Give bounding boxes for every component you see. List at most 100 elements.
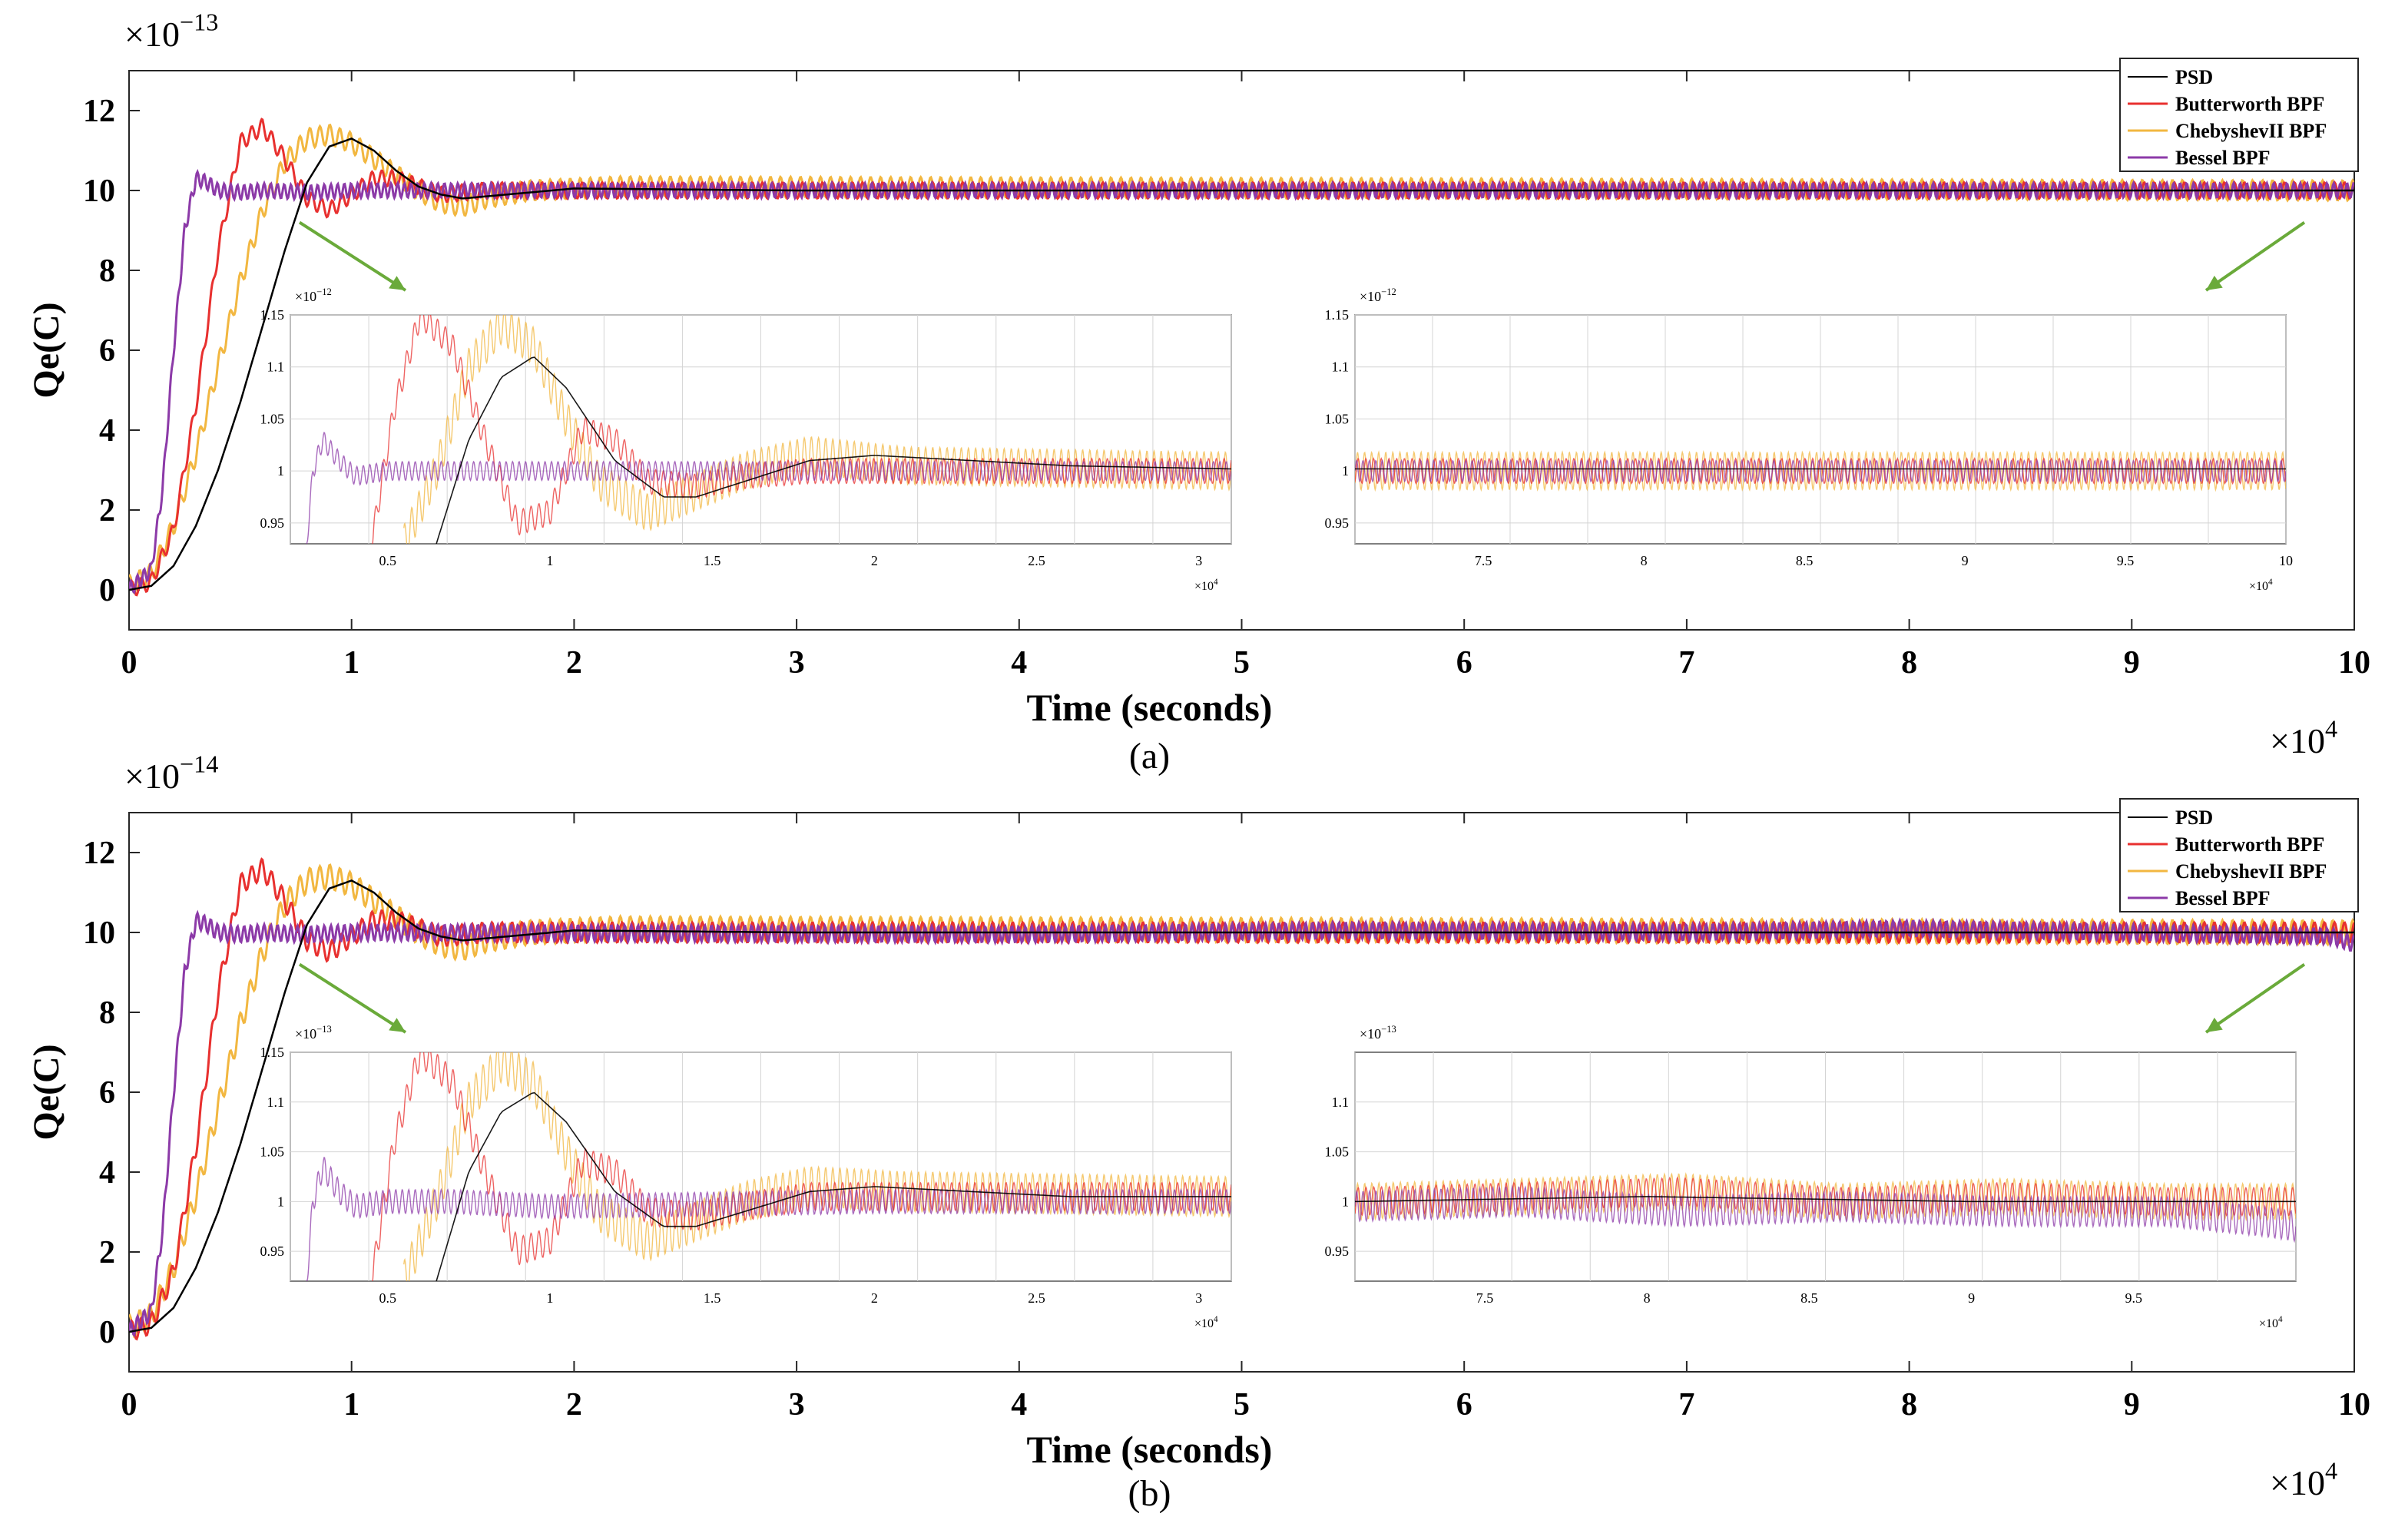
y-tick-label: 12 [83, 836, 115, 871]
y-tick-label: 12 [83, 94, 115, 129]
inset-x-tick-label: 8.5 [1800, 1290, 1818, 1306]
x-tick-label: 10 [2338, 645, 2370, 681]
inset-x-tick-label: 9.5 [2117, 553, 2135, 568]
inset-series-line-chebyshev [1355, 450, 2286, 492]
x-tick-label: 5 [1234, 1387, 1250, 1422]
zoom-arrow-head [2206, 1017, 2223, 1032]
inset-x-tick-label: 1 [546, 553, 553, 568]
inset-x-tick-label: 9 [1968, 1290, 1975, 1306]
inset-y-multiplier: ×10−13 [1360, 1024, 1396, 1042]
x-tick-label: 2 [566, 1387, 582, 1422]
inset-x-tick-label: 0.5 [379, 1290, 396, 1306]
inset-y-tick-label: 1.1 [267, 359, 285, 375]
x-tick-label: 3 [789, 645, 805, 681]
zoom-arrow [298, 220, 407, 292]
inset-x-tick-label: 2.5 [1028, 1290, 1045, 1306]
y-tick-label: 8 [99, 995, 115, 1031]
y-tick-label: 2 [99, 1235, 115, 1270]
inset-x-tick-label: 1 [546, 1290, 553, 1306]
inset-a-2: 7.5 8 8.5 9 9.5 10 0.95 1 1.05 1.1 1.15 ×10−12 ×104 [1325, 286, 2294, 593]
inset-series-line-psd [436, 356, 1231, 544]
legend-label: ChebyshevII BPF [2175, 120, 2327, 142]
inset-series-line-butterworth [372, 315, 1231, 544]
y-tick-label: 10 [83, 174, 115, 209]
x-tick-label: 5 [1234, 645, 1250, 681]
inset-x-multiplier: ×104 [1194, 578, 1218, 593]
inset-x-tick-label: 10 [2279, 553, 2293, 568]
zoom-arrow [2204, 220, 2306, 292]
x-tick-label: 6 [1456, 1387, 1472, 1422]
y-tick-label: 10 [83, 916, 115, 951]
y-axis-label: Qe(C) [26, 1044, 67, 1140]
inset-y-tick-label: 1.05 [1325, 411, 1350, 426]
inset-x-multiplier: ×104 [2249, 578, 2273, 593]
legend-label: Butterworth BPF [2175, 833, 2324, 856]
x-tick-label: 1 [343, 1387, 359, 1422]
x-tick-label: 0 [121, 645, 137, 681]
inset-y-tick-label: 1 [1342, 1194, 1349, 1209]
inset-series-line-psd [436, 1091, 1231, 1281]
inset-x-tick-label: 8 [1641, 553, 1648, 568]
inset-y-tick-label: 1.05 [260, 411, 285, 426]
inset-a-1: 0.5 1 1.5 2 2.5 3 0.95 1 1.05 1.1 1.15 ×10−12 ×104 [260, 286, 1232, 593]
inset-x-multiplier: ×104 [2259, 1315, 2283, 1330]
x-tick-label: 10 [2338, 1387, 2370, 1422]
y-tick-label: 0 [99, 573, 115, 608]
inset-x-tick-label: 3 [1195, 1290, 1202, 1306]
x-tick-label: 6 [1456, 645, 1472, 681]
inset-y-tick-label: 1.05 [1325, 1144, 1350, 1160]
inset-x-tick-label: 8 [1644, 1290, 1651, 1306]
x-axis-label: Time (seconds) [1027, 1428, 1273, 1471]
y-tick-label: 0 [99, 1315, 115, 1350]
x-tick-label: 1 [343, 645, 359, 681]
y-tick-label: 2 [99, 493, 115, 528]
legend-label: Bessel BPF [2175, 147, 2271, 169]
inset-y-tick-label: 1.1 [1332, 359, 1350, 375]
inset-y-tick-label: 1.15 [260, 1045, 285, 1060]
legend: PSD Butterworth BPF ChebyshevII BPF Bessel … [2119, 798, 2359, 912]
inset-x-multiplier: ×104 [1194, 1315, 1218, 1330]
y-tick-label: 4 [99, 1155, 115, 1191]
x-tick-label: 8 [1901, 1387, 1917, 1422]
series-line-bessel [129, 168, 2354, 595]
legend-label: PSD [2175, 66, 2213, 88]
series-line-psd [129, 137, 2354, 591]
x-tick-label: 0 [121, 1387, 137, 1422]
inset-y-multiplier: ×10−12 [1360, 286, 1396, 304]
inset-b-2: 7.5 8 8.5 9 9.5 0.95 1 1.05 1.1 ×10−13 ×104 [1325, 1024, 2297, 1330]
inset-y-multiplier: ×10−12 [295, 286, 332, 304]
inset-series-line-chebyshev [403, 1052, 1231, 1281]
panel-caption: (a) [1129, 736, 1170, 777]
inset-y-tick-label: 1 [277, 463, 284, 479]
inset-y-tick-label: 1.15 [260, 307, 285, 323]
inset-x-tick-label: 0.5 [379, 553, 396, 568]
x-tick-label: 3 [789, 1387, 805, 1422]
inset-y-tick-label: 0.95 [260, 1244, 285, 1259]
y-tick-label: 6 [99, 333, 115, 369]
inset-y-tick-label: 0.95 [1325, 515, 1350, 531]
inset-y-tick-label: 1 [1342, 463, 1349, 479]
panel-caption: (b) [1128, 1473, 1171, 1514]
inset-series-line-bessel [306, 1157, 1231, 1281]
y-axis-label: Qe(C) [26, 302, 67, 398]
inset-x-tick-label: 7.5 [1475, 553, 1492, 568]
zoom-arrow-head [389, 1018, 406, 1032]
inset-x-tick-label: 1.5 [704, 1290, 721, 1306]
inset-x-tick-label: 2 [871, 553, 878, 568]
inset-y-tick-label: 1.1 [267, 1095, 285, 1110]
inset-y-tick-label: 0.95 [1325, 1244, 1350, 1259]
y-multiplier: ×10−13 [124, 8, 218, 54]
inset-y-tick-label: 1 [277, 1194, 284, 1209]
inset-x-tick-label: 3 [1195, 553, 1202, 568]
legend-label: ChebyshevII BPF [2175, 860, 2327, 883]
x-tick-label: 7 [1678, 645, 1694, 681]
series-line-bessel [129, 909, 2354, 1338]
y-multiplier: ×10−14 [124, 750, 218, 796]
legend-label: Butterworth BPF [2175, 93, 2324, 115]
x-tick-label: 4 [1011, 645, 1027, 681]
inset-y-tick-label: 1.1 [1332, 1095, 1350, 1110]
inset-y-tick-label: 1.05 [260, 1144, 285, 1160]
